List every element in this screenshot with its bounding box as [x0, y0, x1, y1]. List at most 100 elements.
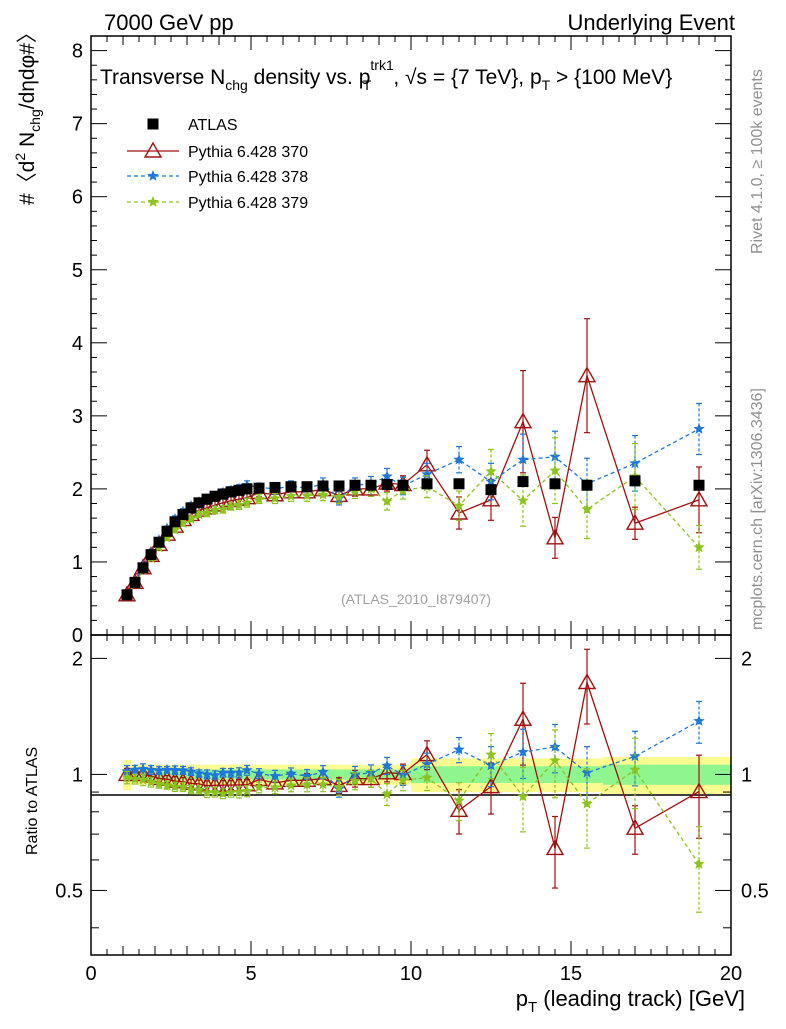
series-pythia-6-428-379-point	[381, 495, 393, 507]
series-pythia-6-428-370-ratio-point	[577, 673, 597, 690]
series-pythia-6-428-379-ratio-point	[225, 786, 237, 798]
series-pythia-6-428-370-point	[513, 412, 533, 429]
legend-marker	[147, 196, 159, 207]
axis-ticks: 0 5 10 15 20 0 1 2 3 4 5 6 7 8 0.5 0.5 1 1 2 2	[55, 36, 769, 985]
series-pythia-6-428-379-ratio-point	[693, 858, 705, 869]
series-pythia-6-428-370-ratio-point	[513, 709, 533, 726]
series-pythia-6-428-378-ratio-point	[233, 766, 245, 778]
series-pythia-6-428-379-point	[333, 490, 345, 502]
series-atlas-point	[517, 476, 529, 488]
series-pythia-6-428-379-ratio-point	[301, 778, 313, 790]
series-pythia-6-428-379-ratio-point	[161, 779, 173, 791]
x-axis-label: pT (leading track) [GeV]	[516, 986, 745, 1016]
series-atlas-point	[317, 480, 329, 492]
series-pythia-6-428-378-ratio-point	[153, 764, 165, 776]
main-series	[117, 318, 709, 602]
band-inner-segment	[163, 769, 171, 780]
series-pythia-6-428-370-point	[577, 366, 597, 383]
series-atlas-point	[241, 483, 253, 495]
series-pythia-6-428-378-ratio-point	[453, 743, 465, 755]
ratio-y-tick-label-right: 2	[741, 648, 752, 670]
band-inner-segment	[243, 769, 251, 780]
series-pythia-6-428-379-point	[301, 489, 313, 501]
band-inner-segment	[443, 766, 475, 784]
ratio-y-tick-label-right: 0.5	[741, 880, 769, 902]
series-pythia-6-428-370-ratio-point	[377, 763, 397, 780]
series-atlas-point	[285, 481, 297, 493]
series-pythia-6-428-379-point	[193, 508, 205, 520]
ratio-y-tick-label-right: 1	[741, 764, 752, 786]
series-pythia-6-428-378-ratio-point	[253, 767, 265, 779]
series-pythia-6-428-379-point	[253, 493, 265, 504]
series-atlas-point	[193, 497, 205, 509]
chart-title: Transverse Nchg density vs. ptrk1 T, √s =…	[100, 57, 672, 93]
series-pythia-6-428-378-ratio-point	[421, 758, 433, 770]
series-atlas-point	[209, 490, 221, 502]
series-pythia-6-428-379-ratio-point	[129, 773, 141, 784]
y-tick-label: 7	[72, 114, 83, 136]
y-tick-label: 8	[72, 41, 83, 63]
legend-marker	[147, 170, 159, 181]
series-pythia-6-428-378-ratio-point	[137, 763, 149, 774]
series-atlas-point	[381, 479, 393, 491]
series-pythia-6-428-379-line	[126, 469, 700, 596]
analysis-watermark: (ATLAS_2010_I879407)	[341, 591, 491, 607]
series-atlas-point	[201, 493, 213, 505]
series-pythia-6-428-379-ratio-point	[121, 771, 133, 783]
series-atlas-point	[145, 549, 157, 561]
series-atlas-point	[185, 502, 197, 514]
series-atlas-point	[485, 484, 497, 496]
series-pythia-6-428-378-point	[421, 468, 433, 480]
series-pythia-6-428-379-point	[161, 531, 173, 543]
x-tick-label: 15	[560, 963, 582, 985]
series-pythia-6-428-379-ratio-point	[629, 763, 641, 775]
series-pythia-6-428-379-ratio-point	[185, 783, 197, 795]
x-tick-label: 20	[720, 963, 742, 985]
series-pythia-6-428-378-point	[629, 457, 641, 469]
series-pythia-6-428-378-ratio-point	[693, 715, 705, 726]
series-pythia-6-428-379-ratio-point	[241, 785, 253, 796]
series-pythia-6-428-379-ratio-point	[517, 790, 529, 802]
series-atlas-point	[233, 484, 245, 496]
series-pythia-6-428-378-point	[517, 453, 529, 465]
series-pythia-6-428-379-point	[185, 512, 197, 524]
x-tick-label: 0	[85, 963, 96, 985]
rivet-version-label: Rivet 4.1.0, ≥ 100k events	[749, 69, 766, 254]
series-pythia-6-428-379-point	[453, 499, 465, 511]
series-pythia-6-428-379-point	[177, 517, 189, 529]
series-atlas-point	[269, 481, 281, 493]
series-pythia-6-428-379-ratio-point	[201, 786, 213, 798]
series-atlas-point	[177, 508, 189, 520]
ratio-y-tick-label: 0.5	[55, 880, 83, 902]
series-pythia-6-428-379-point	[693, 541, 705, 553]
header-left: 7000 GeV pp	[104, 10, 234, 35]
series-pythia-6-428-378-ratio-point	[225, 766, 237, 778]
series-pythia-6-428-379-point	[201, 507, 213, 518]
x-tick-label: 5	[245, 963, 256, 985]
series-atlas-point	[693, 479, 705, 491]
series-pythia-6-428-379-ratio-point	[209, 786, 221, 797]
series-pythia-6-428-370-ratio-point	[545, 839, 565, 856]
series-pythia-6-428-379-ratio-point	[349, 775, 361, 786]
series-pythia-6-428-378-point	[381, 470, 393, 482]
series-pythia-6-428-379-ratio-point	[153, 777, 165, 789]
series-pythia-6-428-379-ratio-point	[333, 781, 345, 793]
series-atlas-point	[129, 576, 141, 588]
series-pythia-6-428-379-ratio-point	[381, 788, 393, 800]
ratio-y-tick-label: 2	[72, 648, 83, 670]
series-pythia-6-428-379-ratio-point	[421, 771, 433, 783]
series-atlas-point	[225, 486, 237, 498]
series-pythia-6-428-378-ratio-point	[241, 764, 253, 776]
series-pythia-6-428-370-point	[625, 513, 645, 530]
series-pythia-6-428-370-ratio-point	[689, 782, 709, 799]
series-pythia-6-428-378-point	[549, 450, 561, 462]
series-pythia-6-428-378-ratio-point	[217, 766, 229, 778]
series-pythia-6-428-370-point	[689, 490, 709, 507]
series-atlas-point	[453, 478, 465, 490]
series-atlas-point	[169, 516, 181, 528]
series-pythia-6-428-378-ratio-point	[177, 764, 189, 776]
series-atlas-point	[137, 562, 149, 574]
ratio-y-axis-label: Ratio to ATLAS	[24, 747, 41, 855]
series-pythia-6-428-379-ratio-point	[233, 786, 245, 798]
ratio-series	[117, 648, 709, 913]
